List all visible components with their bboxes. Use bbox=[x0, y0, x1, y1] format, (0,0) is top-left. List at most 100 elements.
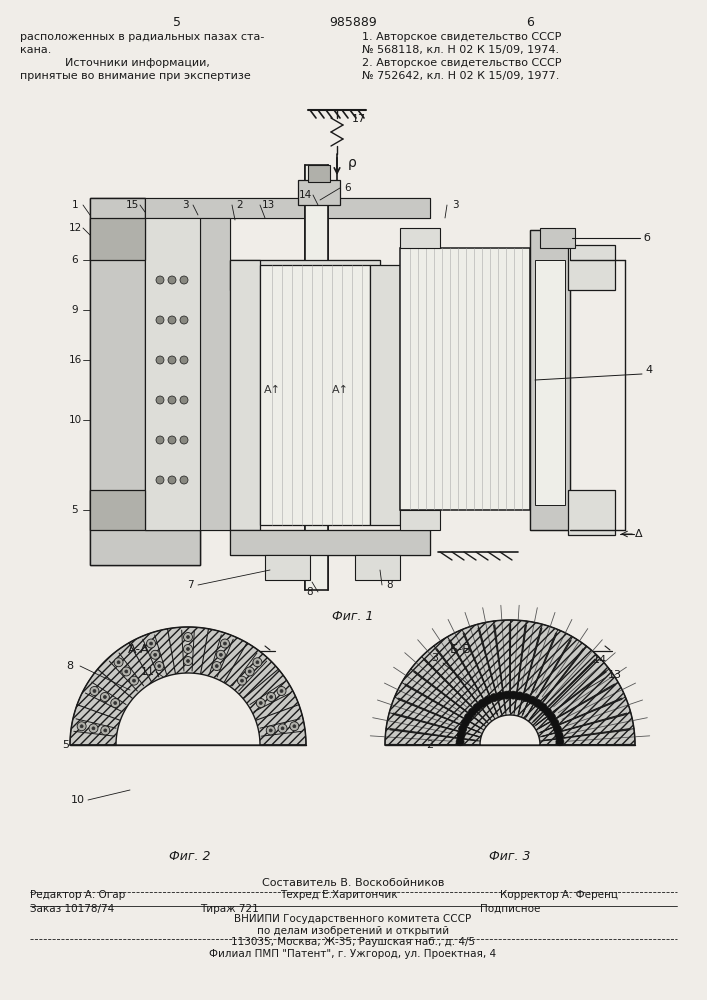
Circle shape bbox=[240, 679, 243, 682]
Text: 11: 11 bbox=[141, 667, 155, 677]
Text: по делам изобретений и открытий: по делам изобретений и открытий bbox=[257, 926, 449, 936]
Text: 9: 9 bbox=[71, 305, 78, 315]
Text: Подписное: Подписное bbox=[480, 904, 540, 914]
Circle shape bbox=[168, 356, 176, 364]
Circle shape bbox=[548, 713, 556, 721]
Circle shape bbox=[184, 633, 192, 642]
Polygon shape bbox=[480, 715, 540, 745]
Text: 15: 15 bbox=[125, 200, 139, 210]
Circle shape bbox=[484, 696, 492, 704]
Circle shape bbox=[277, 686, 286, 696]
Text: ρ: ρ bbox=[348, 156, 357, 170]
Text: 985889: 985889 bbox=[329, 16, 377, 29]
Text: 2: 2 bbox=[426, 740, 433, 750]
Polygon shape bbox=[400, 510, 440, 530]
Polygon shape bbox=[385, 620, 635, 745]
Circle shape bbox=[515, 692, 524, 700]
Text: 17: 17 bbox=[352, 114, 366, 124]
Text: Корректор А. Ференц: Корректор А. Ференц bbox=[500, 890, 618, 900]
Text: А↑: А↑ bbox=[332, 385, 349, 395]
Polygon shape bbox=[230, 260, 260, 530]
Circle shape bbox=[267, 726, 275, 735]
Text: 5: 5 bbox=[71, 505, 78, 515]
Circle shape bbox=[156, 356, 164, 364]
Text: 1. Авторское свидетельство СССР: 1. Авторское свидетельство СССР bbox=[362, 32, 561, 42]
Text: принятые во внимание при экспертизе: принятые во внимание при экспертизе bbox=[20, 71, 251, 81]
Circle shape bbox=[464, 713, 472, 721]
Circle shape bbox=[457, 731, 465, 739]
Circle shape bbox=[259, 702, 262, 704]
Polygon shape bbox=[152, 305, 195, 335]
Circle shape bbox=[168, 276, 176, 284]
Circle shape bbox=[180, 396, 188, 404]
Text: 4: 4 bbox=[645, 365, 652, 375]
Circle shape bbox=[212, 662, 221, 671]
Text: 5: 5 bbox=[62, 740, 69, 750]
Circle shape bbox=[461, 719, 469, 727]
Circle shape bbox=[496, 692, 504, 700]
Circle shape bbox=[184, 656, 192, 666]
Circle shape bbox=[469, 708, 477, 716]
Polygon shape bbox=[90, 218, 145, 260]
Circle shape bbox=[281, 727, 284, 730]
Polygon shape bbox=[152, 345, 195, 375]
Polygon shape bbox=[152, 265, 195, 295]
Circle shape bbox=[290, 722, 299, 731]
Circle shape bbox=[221, 639, 230, 648]
Circle shape bbox=[478, 699, 486, 707]
Text: Тираж 721: Тираж 721 bbox=[200, 904, 259, 914]
Circle shape bbox=[151, 650, 160, 659]
Circle shape bbox=[555, 731, 563, 739]
Circle shape bbox=[248, 670, 251, 673]
Text: 2: 2 bbox=[237, 200, 243, 210]
Polygon shape bbox=[152, 425, 195, 455]
Circle shape bbox=[544, 708, 551, 716]
Circle shape bbox=[101, 726, 110, 735]
Polygon shape bbox=[298, 180, 340, 205]
Text: 7: 7 bbox=[187, 580, 193, 590]
Circle shape bbox=[168, 396, 176, 404]
Circle shape bbox=[129, 676, 139, 685]
Circle shape bbox=[456, 738, 464, 746]
Circle shape bbox=[114, 658, 123, 667]
Text: 6: 6 bbox=[526, 16, 534, 29]
Circle shape bbox=[150, 642, 153, 645]
Circle shape bbox=[155, 662, 164, 671]
Circle shape bbox=[528, 696, 536, 704]
Polygon shape bbox=[70, 627, 306, 745]
Circle shape bbox=[509, 691, 518, 699]
Text: Заказ 10178/74: Заказ 10178/74 bbox=[30, 904, 115, 914]
Circle shape bbox=[269, 729, 272, 732]
Text: 8: 8 bbox=[387, 580, 393, 590]
Circle shape bbox=[168, 436, 176, 444]
Circle shape bbox=[93, 690, 96, 692]
Circle shape bbox=[156, 316, 164, 324]
Circle shape bbox=[216, 650, 226, 659]
Polygon shape bbox=[400, 228, 440, 248]
Text: № 752642, кл. Н 02 К 15/09, 1977.: № 752642, кл. Н 02 К 15/09, 1977. bbox=[362, 71, 559, 81]
Circle shape bbox=[554, 725, 561, 733]
Circle shape bbox=[180, 356, 188, 364]
Text: 13: 13 bbox=[262, 200, 274, 210]
Text: Филиал ПМП "Патент", г. Ужгород, ул. Проектная, 4: Филиал ПМП "Патент", г. Ужгород, ул. Про… bbox=[209, 949, 496, 959]
Circle shape bbox=[92, 727, 95, 730]
Text: 3: 3 bbox=[182, 200, 188, 210]
Text: 3: 3 bbox=[431, 653, 438, 663]
Circle shape bbox=[556, 738, 564, 746]
Circle shape bbox=[80, 725, 83, 728]
Polygon shape bbox=[230, 530, 430, 555]
Circle shape bbox=[245, 667, 255, 676]
Polygon shape bbox=[568, 490, 615, 535]
Circle shape bbox=[100, 692, 110, 702]
Circle shape bbox=[117, 661, 120, 664]
Circle shape bbox=[180, 436, 188, 444]
Circle shape bbox=[122, 667, 131, 676]
Circle shape bbox=[223, 642, 226, 645]
Text: 14: 14 bbox=[593, 655, 607, 665]
Text: Фиг. 1: Фиг. 1 bbox=[332, 610, 374, 623]
Polygon shape bbox=[265, 555, 310, 580]
Circle shape bbox=[168, 476, 176, 484]
Text: 8: 8 bbox=[66, 661, 74, 671]
Circle shape bbox=[215, 665, 218, 668]
Text: Техред Е.Харитончик: Техред Е.Харитончик bbox=[280, 890, 397, 900]
